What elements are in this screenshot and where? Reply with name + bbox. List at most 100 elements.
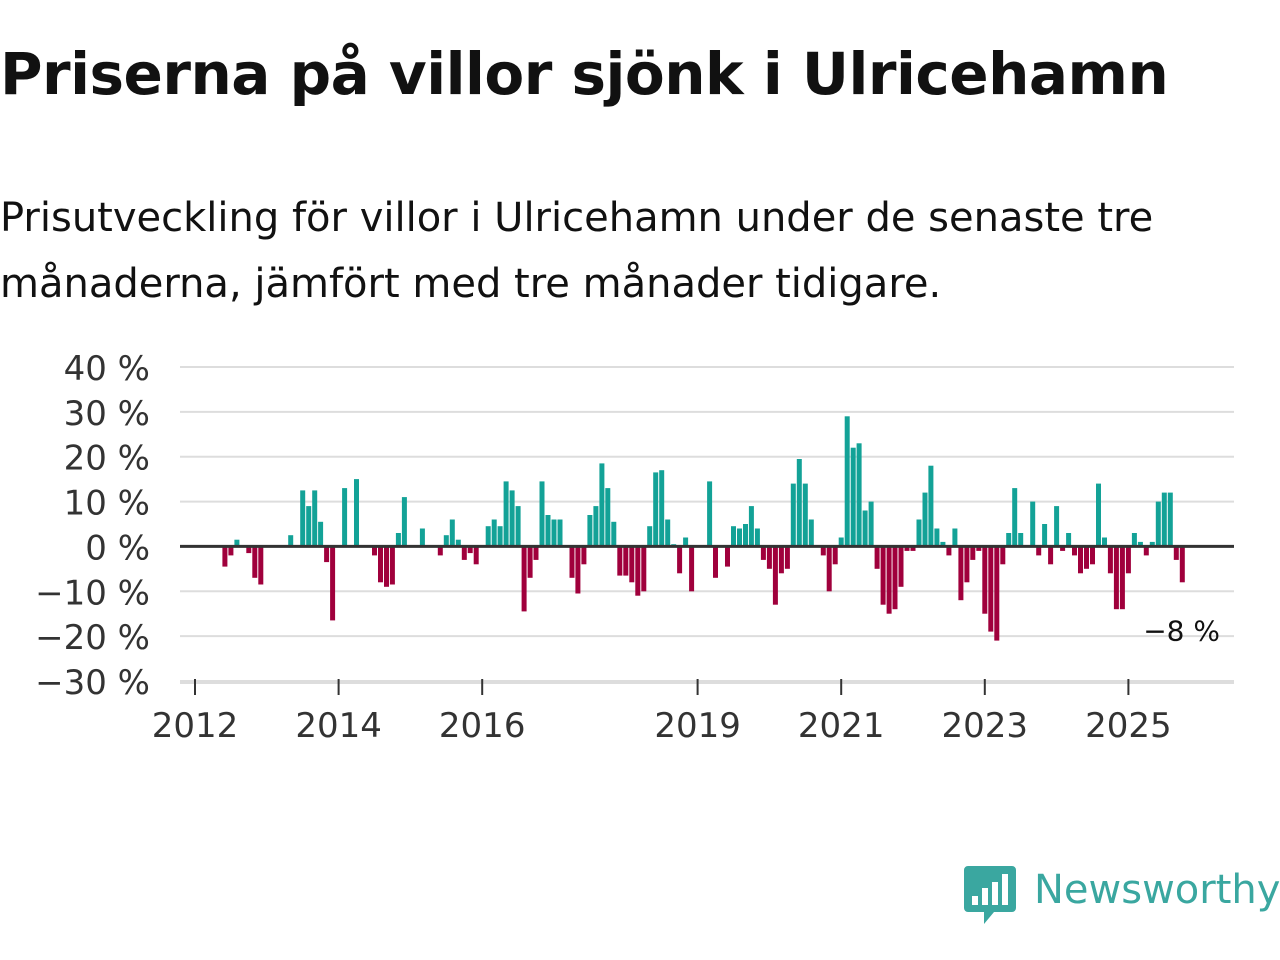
x-tick-label: 2019	[654, 706, 741, 740]
bar-2023-02	[988, 546, 994, 632]
bar-2021-08	[880, 546, 886, 605]
bar-2015-11	[467, 546, 473, 554]
chart-bars	[222, 416, 1185, 641]
bar-2024-12	[1119, 546, 1125, 610]
y-tick-label: −20 %	[35, 618, 150, 658]
bar-2016-08	[521, 546, 527, 612]
bar-2013-11	[324, 546, 330, 563]
annotations: −8 %	[1143, 614, 1220, 647]
bar-2015-03	[419, 528, 425, 547]
bar-2013-09	[312, 490, 318, 547]
bar-2023-10	[1036, 546, 1042, 556]
bar-2024-07	[1090, 546, 1095, 565]
bar-2017-09	[599, 463, 605, 547]
x-axis: 2012 2014 2016 2019 2021 2023 2025	[152, 679, 1172, 740]
bar-2019-08	[737, 528, 742, 547]
bar-2021-12	[904, 546, 910, 551]
bar-2020-01	[766, 546, 772, 569]
y-tick-label: −10 %	[35, 573, 150, 613]
bar-2018-01	[623, 546, 629, 576]
bar-2014-07	[372, 546, 377, 556]
chart-grid	[180, 366, 1234, 684]
bar-2020-12	[832, 546, 838, 565]
bar-2023-07	[1018, 533, 1024, 547]
bar-2013-08	[306, 506, 312, 547]
bar-2020-10	[820, 546, 826, 556]
bar-2021-06	[868, 501, 874, 547]
bar-2021-09	[886, 546, 892, 614]
bar-2014-09	[384, 546, 389, 587]
bar-2025-04	[1143, 546, 1149, 556]
bar-2016-10	[533, 546, 539, 560]
bar-2024-11	[1113, 546, 1119, 610]
bar-2017-07	[587, 515, 593, 547]
bar-2022-08	[952, 528, 958, 547]
bar-2022-03	[922, 492, 928, 547]
bar-2025-08	[1167, 492, 1173, 547]
bar-2024-04	[1072, 546, 1077, 556]
bar-2022-09	[958, 546, 964, 601]
bar-2021-03	[850, 447, 856, 547]
bar-2022-06	[940, 541, 946, 547]
bar-2024-10	[1107, 546, 1113, 574]
bar-2012-08	[234, 539, 240, 547]
bar-2018-10	[677, 546, 683, 574]
bar-2015-09	[455, 539, 461, 547]
bar-2019-10	[748, 506, 754, 547]
bar-2012-12	[258, 546, 264, 585]
bar-2018-08	[665, 519, 671, 547]
bar-2018-12	[689, 546, 695, 592]
y-tick-label: 30 %	[64, 394, 150, 434]
bar-2013-10	[318, 521, 324, 547]
bar-2022-10	[964, 546, 970, 583]
y-tick-label: 40 %	[64, 349, 150, 389]
bar-2016-05	[503, 481, 509, 547]
bar-2021-10	[892, 546, 898, 610]
bar-2012-07	[228, 546, 234, 556]
bar-2018-02	[629, 546, 635, 583]
bar-2020-08	[808, 519, 814, 547]
bar-2021-11	[898, 546, 904, 587]
bar-2019-12	[760, 546, 766, 560]
bar-2012-06	[222, 546, 228, 567]
x-tick-label: 2025	[1085, 706, 1172, 740]
bar-2015-08	[449, 519, 455, 547]
bar-2025-01	[1125, 546, 1131, 574]
bar-2023-11	[1042, 524, 1048, 547]
bar-2023-04	[1000, 546, 1006, 565]
bar-2020-03	[778, 546, 784, 574]
bar-2016-04	[497, 526, 503, 547]
bar-2017-06	[581, 546, 587, 565]
bar-2019-07	[731, 526, 736, 547]
y-tick-label: 20 %	[64, 439, 150, 479]
bar-2015-07	[443, 535, 449, 547]
bar-2018-07	[659, 470, 665, 547]
bar-2019-11	[754, 528, 760, 547]
bar-2016-03	[491, 519, 497, 547]
bar-2014-11	[395, 533, 401, 547]
bar-chart: 40 %30 %20 %10 %0 %−10 %−20 %−30 % 2012 2…	[35, 349, 1234, 740]
bar-2017-01	[551, 519, 557, 547]
bar-2020-04	[784, 546, 790, 569]
bar-2014-04	[354, 479, 359, 547]
bar-2025-06	[1155, 501, 1161, 547]
bar-2021-04	[856, 443, 862, 547]
x-tick-label: 2016	[439, 706, 526, 740]
bar-2016-11	[539, 481, 545, 547]
bar-2013-07	[300, 490, 306, 547]
bar-2019-09	[743, 524, 748, 547]
bar-2025-02	[1131, 533, 1137, 547]
bar-2022-02	[916, 519, 922, 547]
bar-2016-09	[527, 546, 533, 578]
bar-2015-10	[461, 546, 467, 560]
y-tick-label: −30 %	[35, 663, 150, 703]
bar-2018-03	[635, 546, 641, 596]
bar-2014-02	[342, 488, 348, 547]
bar-2021-07	[874, 546, 880, 569]
brand-name: Newsworthy	[1034, 867, 1280, 913]
bar-2023-03	[994, 546, 1000, 641]
bar-2022-07	[946, 546, 952, 556]
bar-2014-08	[378, 546, 383, 583]
bar-2021-02	[844, 416, 850, 547]
bar-2024-08	[1096, 483, 1101, 547]
